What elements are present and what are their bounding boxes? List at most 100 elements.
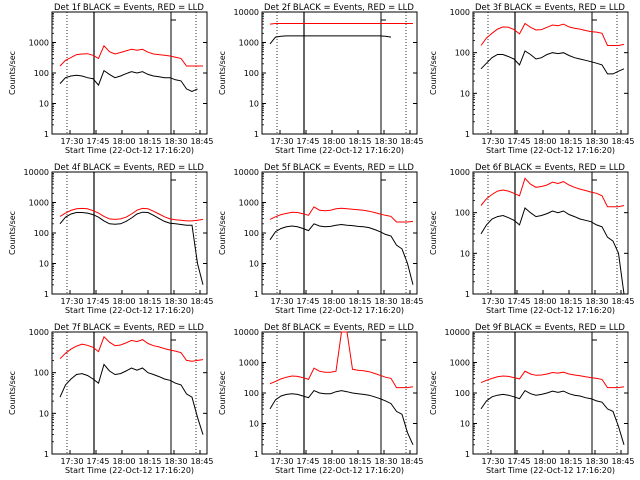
y-tick-label: 100 (244, 69, 259, 78)
events-series-line (59, 363, 204, 435)
x-tick-label: 18:15 (559, 137, 582, 146)
x-tick-label: 17:45 (86, 297, 109, 306)
y-tick-label: 1000 (450, 168, 470, 177)
y-tick-label: 100 (455, 49, 470, 58)
x-tick-label: 18:45 (190, 137, 213, 146)
x-tick-label: 18:45 (611, 137, 634, 146)
y-tick-label: 10000 (234, 168, 259, 177)
panel-title: Det 7f BLACK = Events, RED = LLD (54, 323, 204, 333)
y-tick-label: 100 (244, 389, 259, 398)
x-tick-label: 18:00 (322, 457, 345, 466)
detector-panel-2: Det 2f BLACK = Events, RED = LLD 1 10 100 10… (218, 3, 424, 155)
y-tick-label: 1 (254, 290, 259, 299)
detector-panel-9: Det 9f BLACK = Events, RED = LLD 1 10 100 10… (429, 323, 635, 475)
y-tick-label: 100 (34, 369, 49, 378)
plot-frame (261, 11, 418, 135)
y-axis-label: Counts/sec (429, 371, 438, 415)
x-tick-label: 17:30 (270, 137, 293, 146)
lld-series-line (480, 177, 625, 208)
x-axis-label: Start Time (22-Oct-12 17:16:20) (65, 306, 194, 315)
plot-frame (261, 171, 418, 295)
panel-title: Det 8f BLACK = Events, RED = LLD (264, 323, 414, 333)
x-tick-label: 18:45 (400, 457, 423, 466)
x-axis-label: Start Time (22-Oct-12 17:16:20) (275, 466, 404, 475)
y-tick-label: 10 (460, 89, 470, 98)
y-tick-label: 1000 (29, 199, 49, 208)
x-tick-label: 18:00 (112, 297, 135, 306)
y-tick-label: 100 (244, 229, 259, 238)
y-axis-label: Counts/sec (8, 211, 17, 255)
x-tick-label: 18:00 (533, 457, 556, 466)
x-tick-label: 18:45 (190, 297, 213, 306)
lld-series-line (269, 23, 413, 25)
y-tick-label: 1 (465, 450, 470, 459)
events-series-line (59, 211, 204, 285)
x-tick-label: 18:45 (611, 457, 634, 466)
plot-frame (472, 171, 629, 295)
x-tick-label: 17:30 (481, 457, 504, 466)
bracket-marker (591, 334, 597, 341)
x-axis-label: Start Time (22-Oct-12 17:16:20) (275, 146, 404, 155)
x-tick-label: 18:00 (533, 137, 556, 146)
detector-panel-8: Det 8f BLACK = Events, RED = LLD 1 10 100 10… (218, 323, 424, 475)
x-tick-label: 17:30 (270, 297, 293, 306)
y-tick-label: 10000 (24, 168, 49, 177)
x-tick-label: 18:30 (164, 457, 187, 466)
x-tick-label: 18:00 (322, 297, 345, 306)
y-tick-label: 100 (34, 69, 49, 78)
x-tick-label: 18:00 (322, 137, 345, 146)
plot-frame (472, 11, 629, 135)
y-tick-label: 1 (254, 450, 259, 459)
plot-frame (51, 11, 208, 135)
bracket-marker (380, 14, 386, 21)
x-tick-label: 18:45 (400, 297, 423, 306)
x-tick-label: 17:45 (296, 297, 319, 306)
plot-frame (51, 171, 208, 295)
x-tick-label: 17:45 (507, 297, 530, 306)
y-tick-label: 10 (249, 420, 259, 429)
y-axis-label: Counts/sec (8, 51, 17, 95)
panel-title: Det 2f BLACK = Events, RED = LLD (264, 3, 414, 13)
lld-series-line (269, 331, 414, 389)
plot-frame (261, 331, 418, 455)
x-tick-label: 18:30 (164, 137, 187, 146)
x-axis-label: Start Time (22-Oct-12 17:16:20) (65, 146, 194, 155)
y-tick-label: 10 (39, 409, 49, 418)
panel-title: Det 6f BLACK = Events, RED = LLD (475, 163, 625, 173)
lld-series-line (59, 44, 203, 67)
x-tick-label: 18:30 (374, 297, 397, 306)
events-series-line (480, 50, 625, 75)
y-tick-label: 10 (460, 249, 470, 258)
y-axis-label: Counts/sec (218, 371, 227, 415)
y-tick-label: 1000 (450, 8, 470, 17)
x-tick-label: 17:45 (296, 137, 319, 146)
detector-panel-6: Det 6f BLACK = Events, RED = LLD 1 10 100 10… (429, 163, 635, 315)
x-tick-label: 18:00 (112, 137, 135, 146)
x-tick-label: 18:30 (585, 457, 608, 466)
bracket-marker (170, 14, 176, 21)
y-tick-label: 1000 (239, 199, 259, 208)
plot-frame (472, 331, 629, 455)
x-tick-label: 17:45 (86, 457, 109, 466)
y-tick-label: 10 (249, 260, 259, 269)
x-tick-label: 17:45 (86, 137, 109, 146)
y-tick-label: 100 (34, 229, 49, 238)
x-tick-label: 17:45 (507, 457, 530, 466)
lld-series-line (59, 207, 204, 222)
y-tick-label: 1 (44, 290, 49, 299)
y-axis-label: Counts/sec (429, 211, 438, 255)
detector-panel-3: Det 3f BLACK = Events, RED = LLD 1 10 100 10… (429, 3, 635, 155)
x-axis-label: Start Time (22-Oct-12 17:16:20) (275, 306, 404, 315)
y-tick-label: 10 (249, 100, 259, 109)
x-tick-label: 17:30 (60, 457, 83, 466)
x-tick-label: 18:30 (374, 457, 397, 466)
x-tick-label: 17:30 (481, 297, 504, 306)
bracket-marker (380, 334, 386, 341)
x-tick-label: 17:30 (60, 137, 83, 146)
x-tick-label: 18:15 (559, 457, 582, 466)
x-tick-label: 18:15 (559, 297, 582, 306)
x-tick-label: 18:45 (611, 297, 634, 306)
y-tick-label: 1 (44, 450, 49, 459)
x-tick-label: 18:00 (112, 457, 135, 466)
bracket-marker (591, 14, 597, 21)
